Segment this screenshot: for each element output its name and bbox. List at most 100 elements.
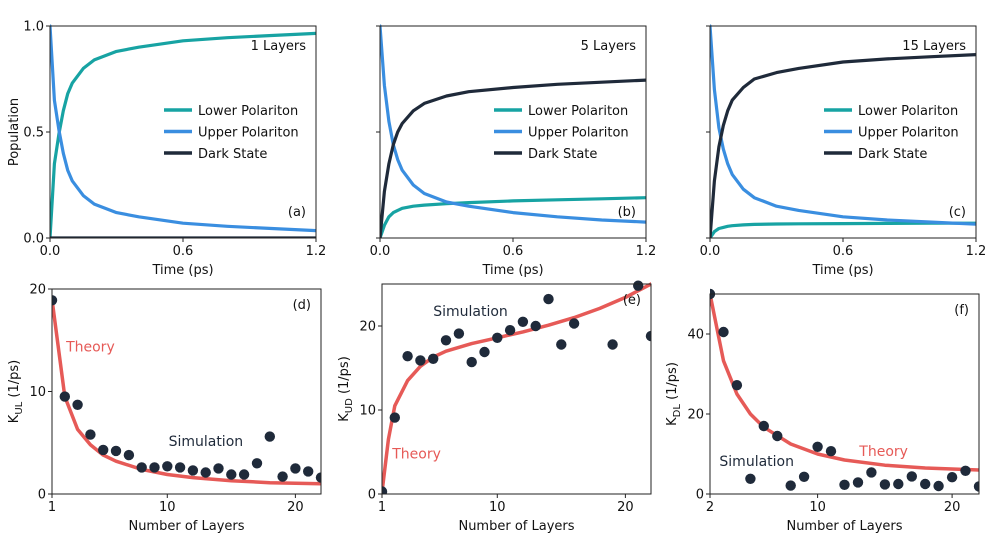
simulation-point [453,328,465,339]
annotation-theory: Theory [391,447,441,463]
simulation-point [303,466,314,477]
y-tick-label: 0 [38,488,46,503]
simulation-point [812,441,823,452]
panel-d: 1 10 20 0 10 20 Number of Layers KUL (1/ps) (d) T… [7,283,322,534]
simulation-point [98,444,109,456]
simulation-point [162,461,173,472]
y-axis-label: KDL (1/ps) [665,362,683,426]
x-tick-label: 1.2 [636,244,657,259]
x-tick-label: 0.6 [833,244,854,259]
simulation-point [530,320,541,332]
data-layer [710,288,979,492]
data-layer [382,280,651,494]
plot-frame [381,283,652,495]
simulation-point [428,353,439,364]
simulation-point [136,462,147,473]
simulation-point [174,462,186,473]
x-tick-label: 1.2 [966,244,987,259]
theory-line [52,297,321,486]
panel-label: (f) [954,303,969,318]
y-axis-label-unit: (1/ps) [7,360,22,402]
panel-label: (a) [288,205,306,220]
simulation-point [866,467,877,478]
panel-title: 5 Layers [581,39,637,54]
simulation-point [52,295,58,306]
series-line-upper [710,24,976,226]
simulation-point [852,477,864,488]
y-axis-label-main: K [665,417,680,426]
simulation-point [633,280,644,291]
y-axis-label: Population [7,98,22,166]
simulation-point [731,380,743,391]
plot-frame [51,288,322,495]
series-line-lower [380,196,646,238]
x-tick-label: 0.0 [700,244,721,259]
simulation-point [906,471,917,482]
y-tick-label: 0.0 [23,232,44,247]
y-tick-label: 10 [359,404,376,419]
x-axis-label: Time (ps) [481,263,543,278]
x-tick-label: 1 [378,500,386,515]
panel-c: 0.0 0.6 1.2 Time (ps) 15 Layers (c) Lower Pola… [700,24,987,278]
series-line-lower [710,221,976,238]
legend-label: Dark State [858,147,927,162]
legend-label: Upper Polariton [858,126,959,141]
y-axis-label-unit: (1/ps) [337,356,352,398]
simulation-point [568,318,580,329]
simulation-point [226,469,237,480]
simulation-point [187,465,199,476]
y-axis-label: KUL (1/ps) [7,360,25,423]
simulation-point [960,465,971,476]
y-axis-label-sub: UD [344,398,355,413]
y-tick-label: 20 [29,283,46,298]
series-line-upper [380,24,646,224]
y-tick-label: 0.5 [23,126,44,141]
simulation-point [825,446,837,457]
x-tick-label: 0.0 [370,244,391,259]
simulation-point [785,480,796,491]
simulation-point [238,469,250,480]
y-axis-label-sub: DL [672,404,683,418]
x-tick-label: 20 [944,500,961,515]
panel-label: (c) [949,205,966,220]
data-layer [52,295,321,486]
x-tick-label: 2 [706,500,714,515]
x-tick-label: 0.6 [173,244,194,259]
plot-frame [709,293,980,495]
y-tick-label: 0 [368,488,376,503]
legend-label: Lower Polariton [198,104,298,119]
simulation-point [556,339,567,350]
simulation-point [879,479,891,490]
simulation-point [251,458,263,469]
annotation-theory: Theory [858,444,908,460]
y-tick-label: 10 [29,385,46,400]
series-line-dark [380,78,646,238]
simulation-point [290,463,301,474]
x-tick-label: 0.0 [40,244,61,259]
x-axis-label: Time (ps) [151,263,213,278]
annotation-points: Simulation [719,454,794,470]
y-tick-label: 20 [687,408,704,423]
simulation-point [893,478,904,490]
simulation-point [758,420,769,432]
annotation-points: Simulation [169,434,244,450]
x-tick-label: 10 [159,500,176,515]
simulation-point [415,355,426,366]
data-layer [50,24,316,238]
panel-label: (e) [623,293,641,308]
simulation-point [85,429,96,440]
simulation-point [479,346,490,358]
simulation-point [946,472,958,483]
panel-title: 15 Layers [902,39,966,54]
simulation-point [110,445,122,457]
simulation-point [492,332,503,343]
x-tick-label: 1.2 [306,244,327,259]
simulation-point [315,472,321,483]
simulation-point [389,412,400,423]
legend-label: Dark State [528,147,597,162]
legend-label: Dark State [198,147,267,162]
y-axis-label-unit: (1/ps) [665,362,680,404]
simulation-point [277,471,288,482]
simulation-point [200,467,211,478]
